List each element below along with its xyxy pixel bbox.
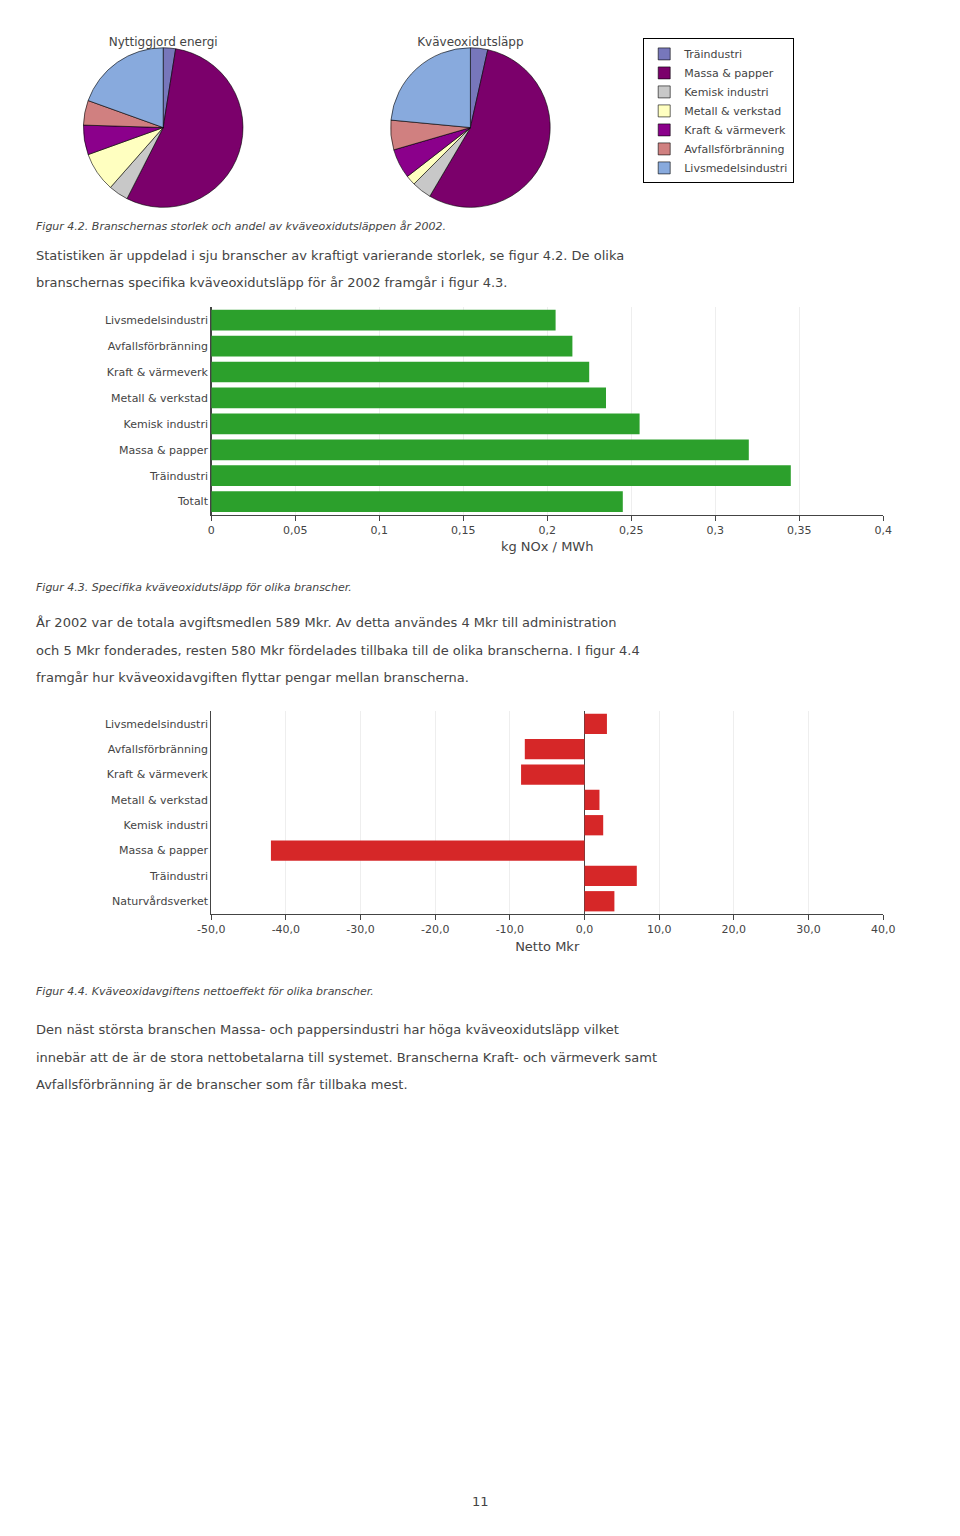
svg-text:11: 11 — [472, 1494, 489, 1509]
svg-text:Kemisk industri: Kemisk industri — [124, 819, 208, 832]
svg-text:Metall & verkstad: Metall & verkstad — [111, 794, 208, 807]
svg-text:0,1: 0,1 — [370, 524, 388, 537]
svg-text:0,25: 0,25 — [619, 524, 644, 537]
svg-text:10,0: 10,0 — [647, 923, 672, 936]
svg-text:Träindustri: Träindustri — [683, 48, 742, 61]
svg-text:branschernas specifika kväveox: branschernas specifika kväveoxidutsläpp … — [36, 275, 508, 290]
svg-text:Avfallsförbränning är de brans: Avfallsförbränning är de branscher som f… — [36, 1077, 408, 1092]
svg-text:30,0: 30,0 — [796, 923, 821, 936]
svg-text:0,3: 0,3 — [706, 524, 724, 537]
svg-text:-20,0: -20,0 — [421, 923, 449, 936]
svg-text:-30,0: -30,0 — [346, 923, 374, 936]
svg-text:Kraft & värmeverk: Kraft & värmeverk — [107, 366, 209, 379]
svg-text:0,4: 0,4 — [874, 524, 892, 537]
svg-text:Kemisk industri: Kemisk industri — [684, 86, 768, 99]
svg-text:Livsmedelsindustri: Livsmedelsindustri — [105, 718, 208, 731]
svg-text:innebär att de är de stora net: innebär att de är de stora nettobetalarn… — [36, 1050, 657, 1065]
svg-text:Totalt: Totalt — [177, 495, 209, 508]
svg-text:-10,0: -10,0 — [496, 923, 524, 936]
svg-text:Statistiken är uppdelad i sju: Statistiken är uppdelad i sju branscher … — [36, 248, 624, 263]
svg-text:Nyttiggjord energi: Nyttiggjord energi — [109, 35, 218, 49]
svg-text:Kemisk industri: Kemisk industri — [124, 418, 208, 431]
svg-text:Den näst största branschen Mas: Den näst största branschen Massa- och pa… — [36, 1022, 619, 1037]
svg-text:Netto Mkr: Netto Mkr — [515, 939, 580, 954]
svg-text:20,0: 20,0 — [722, 923, 747, 936]
svg-text:0,0: 0,0 — [576, 923, 594, 936]
svg-text:40,0: 40,0 — [871, 923, 896, 936]
svg-text:framgår hur kväveoxidavgiften: framgår hur kväveoxidavgiften flyttar pe… — [36, 670, 469, 685]
svg-text:Kraft & värmeverk: Kraft & värmeverk — [107, 768, 209, 781]
svg-text:-50,0: -50,0 — [197, 923, 225, 936]
svg-text:Figur 4.3. Specifika kväveoxid: Figur 4.3. Specifika kväveoxidutsläpp fö… — [36, 581, 352, 594]
svg-text:0,2: 0,2 — [538, 524, 556, 537]
svg-text:0,15: 0,15 — [451, 524, 476, 537]
svg-text:0: 0 — [208, 524, 215, 537]
svg-text:0,05: 0,05 — [283, 524, 308, 537]
svg-text:Massa & papper: Massa & papper — [684, 67, 773, 80]
svg-text:Livsmedelsindustri: Livsmedelsindustri — [105, 314, 208, 327]
svg-text:Träindustri: Träindustri — [149, 870, 208, 883]
svg-text:Massa & papper: Massa & papper — [119, 844, 208, 857]
svg-text:År 2002 var de totala avgiftsm: År 2002 var de totala avgiftsmedlen 589 … — [36, 615, 617, 630]
svg-text:Kväveoxidutsläpp: Kväveoxidutsläpp — [417, 35, 523, 49]
svg-text:Metall & verkstad: Metall & verkstad — [684, 105, 781, 118]
svg-text:Naturvårdsverket: Naturvårdsverket — [112, 895, 209, 908]
svg-text:Avfallsförbränning: Avfallsförbränning — [108, 340, 208, 353]
svg-text:och 5 Mkr fonderades, resten 5: och 5 Mkr fonderades, resten 580 Mkr för… — [36, 643, 640, 658]
svg-text:0,35: 0,35 — [787, 524, 812, 537]
svg-text:Livsmedelsindustri: Livsmedelsindustri — [684, 162, 787, 175]
svg-text:kg NOx / MWh: kg NOx / MWh — [501, 539, 594, 554]
svg-text:-40,0: -40,0 — [272, 923, 300, 936]
svg-text:Avfallsförbränning: Avfallsförbränning — [684, 143, 784, 156]
svg-text:Avfallsförbränning: Avfallsförbränning — [108, 743, 208, 756]
svg-text:Figur 4.2. Branschernas storle: Figur 4.2. Branschernas storlek och ande… — [36, 220, 446, 233]
svg-text:Massa & papper: Massa & papper — [119, 444, 208, 457]
svg-text:Kraft & värmeverk: Kraft & värmeverk — [684, 124, 786, 137]
svg-text:Träindustri: Träindustri — [149, 470, 208, 483]
svg-text:Figur 4.4. Kväveoxidavgiftens: Figur 4.4. Kväveoxidavgiftens nettoeffek… — [36, 985, 374, 998]
svg-text:Metall & verkstad: Metall & verkstad — [111, 392, 208, 405]
